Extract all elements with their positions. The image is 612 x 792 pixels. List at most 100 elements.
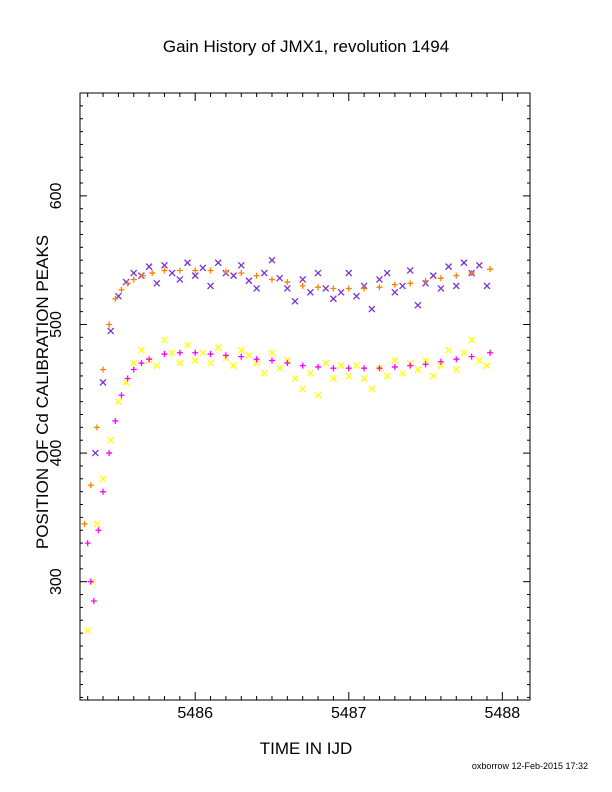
data-point [276, 274, 284, 282]
data-point [230, 272, 238, 280]
chart-marks [81, 256, 494, 635]
data-point [407, 362, 414, 369]
data-point [291, 375, 299, 382]
y-tick-label: 300 [48, 568, 65, 595]
data-point [230, 362, 238, 370]
data-point [84, 540, 91, 547]
data-point [81, 520, 88, 527]
data-point [422, 277, 429, 284]
series-2-points [84, 336, 491, 635]
data-point [468, 336, 476, 344]
data-point [253, 285, 261, 292]
data-point [376, 276, 383, 283]
data-point [391, 281, 398, 288]
data-point [376, 284, 383, 291]
data-point [145, 263, 153, 271]
data-point [299, 276, 307, 283]
data-point [414, 366, 422, 373]
data-point [161, 336, 168, 344]
series-0-points [91, 256, 491, 457]
data-point [106, 321, 113, 328]
data-point [199, 264, 207, 272]
data-point [161, 267, 168, 274]
data-point [299, 385, 307, 393]
data-point [329, 295, 337, 303]
data-point [93, 424, 100, 431]
data-point [406, 267, 414, 274]
data-point [91, 449, 99, 457]
plot-frame [79, 92, 531, 701]
data-point [483, 282, 491, 290]
data-point [337, 362, 345, 370]
data-point [130, 269, 138, 277]
data-point [130, 276, 137, 283]
data-point [453, 356, 460, 363]
data-point [453, 272, 460, 279]
data-point [306, 369, 314, 377]
data-point [192, 349, 199, 356]
data-point [391, 363, 398, 370]
data-point [176, 359, 184, 367]
data-point [306, 288, 314, 296]
data-point [468, 353, 475, 360]
data-point [299, 282, 306, 289]
data-point [99, 378, 107, 386]
data-point [253, 359, 261, 367]
data-point [112, 417, 119, 424]
data-point [460, 349, 468, 357]
data-point [383, 372, 391, 380]
data-point [468, 270, 475, 277]
data-point [245, 351, 253, 359]
x-axis-title: TIME IN IJD [260, 739, 353, 758]
data-point [100, 366, 107, 373]
data-point [161, 351, 168, 358]
data-point [284, 360, 291, 367]
data-point [112, 295, 119, 302]
data-point [146, 356, 153, 363]
data-point [284, 279, 291, 286]
data-point [107, 436, 115, 444]
data-point [268, 349, 276, 357]
series-1-points [81, 266, 494, 527]
data-point [322, 359, 330, 367]
data-point [90, 597, 97, 604]
data-point [407, 280, 414, 287]
data-point [283, 285, 291, 292]
data-point [95, 527, 102, 534]
data-point [124, 280, 131, 287]
y-tick-label: 400 [48, 440, 65, 467]
data-point [153, 279, 161, 287]
data-point [329, 375, 337, 382]
data-point [176, 276, 184, 283]
data-point [445, 263, 453, 271]
data-point [124, 375, 131, 382]
data-point [361, 365, 368, 372]
data-point [422, 361, 429, 368]
data-point [352, 292, 360, 300]
data-point [84, 627, 92, 635]
data-point [268, 256, 276, 264]
data-point [93, 520, 101, 528]
data-point [207, 267, 214, 274]
chart-title: Gain History of JMX1, revolution 1494 [163, 37, 449, 56]
data-point [268, 276, 275, 283]
data-point [391, 288, 399, 296]
data-point [345, 365, 352, 372]
data-point [260, 369, 268, 377]
data-point [345, 285, 352, 292]
data-point [192, 267, 199, 274]
data-point [460, 259, 468, 267]
data-point [391, 357, 399, 364]
data-point [399, 282, 406, 290]
data-point [383, 269, 391, 277]
data-point [368, 305, 376, 313]
data-point [360, 375, 368, 382]
data-point [191, 272, 199, 280]
data-point [399, 369, 406, 377]
data-point [130, 366, 137, 373]
data-point [130, 359, 138, 367]
data-point [337, 288, 345, 296]
y-axis-title: POSITION OF Cd CALIBRATION PEAKS [33, 235, 52, 549]
